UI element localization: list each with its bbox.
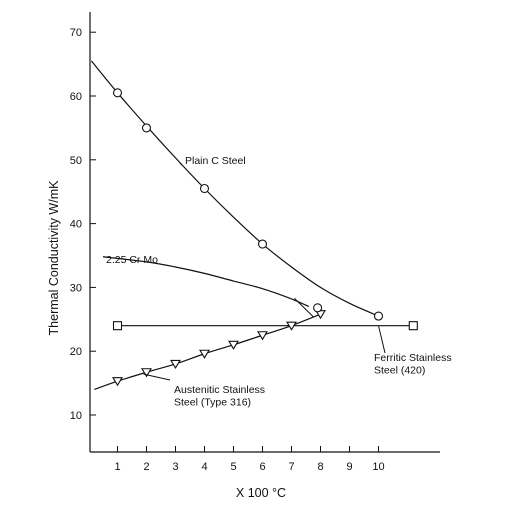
data-point-plain-c-steel bbox=[199, 183, 210, 194]
x-tick-label: 7 bbox=[288, 461, 294, 473]
data-point-austenitic-316 bbox=[257, 331, 268, 341]
data-point-plain-c-steel bbox=[141, 123, 152, 133]
annotation-austenitic-316: Austenitic Stainless Steel (Type 316) bbox=[174, 384, 265, 409]
data-point-ferritic-420 bbox=[112, 321, 123, 331]
data-point-austenitic-316 bbox=[141, 368, 152, 378]
y-axis-label: Thermal Conductivity W/mK bbox=[47, 180, 61, 336]
y-tick-label: 10 bbox=[70, 410, 82, 422]
series-group bbox=[90, 60, 414, 391]
annotation-plain-c-steel: Plain C Steel bbox=[185, 155, 246, 167]
annotation-ferritic-420: Ferritic Stainless Steel (420) bbox=[374, 352, 452, 377]
y-tick-label: 60 bbox=[70, 91, 82, 103]
x-tick-label: 3 bbox=[172, 461, 178, 473]
data-point-ferritic-420 bbox=[408, 321, 418, 331]
data-point-plain-c-steel bbox=[112, 88, 123, 98]
data-point-extra bbox=[313, 303, 323, 313]
data-point-austenitic-316 bbox=[199, 349, 210, 359]
x-tick-label: 5 bbox=[230, 461, 236, 473]
x-tick-label: 1 bbox=[114, 461, 120, 473]
data-point-austenitic-316 bbox=[228, 340, 239, 350]
x-axis-label: X 100 °C bbox=[236, 486, 286, 500]
data-point-austenitic-316 bbox=[286, 321, 297, 331]
y-tick-label: 70 bbox=[70, 27, 82, 39]
y-tick-label: 20 bbox=[70, 346, 82, 358]
data-point-plain-c-steel bbox=[373, 311, 384, 321]
series-line-cr-mo bbox=[102, 256, 310, 308]
leader-line-cr-mo bbox=[294, 297, 314, 318]
y-tick-label: 50 bbox=[70, 155, 82, 167]
markers-group bbox=[112, 88, 418, 387]
series-line-plain-c-steel bbox=[90, 60, 379, 317]
annotation-cr-mo: 2.25 Cr Mo bbox=[106, 254, 158, 266]
x-tick-label: 2 bbox=[143, 461, 149, 473]
x-tick-label: 10 bbox=[372, 461, 384, 473]
x-tick-label: 6 bbox=[259, 461, 265, 473]
axes: 10 20 30 40 50 60 70 1 2 3 4 5 6 7 8 9 10 bbox=[70, 12, 440, 473]
annotations-group: Plain C Steel 2.25 Cr Mo Ferritic Stainles… bbox=[106, 155, 452, 409]
leader-line-plain-c-steel bbox=[179, 162, 183, 166]
data-point-plain-c-steel bbox=[257, 239, 268, 249]
x-tick-label: 9 bbox=[346, 461, 352, 473]
y-tick-label: 30 bbox=[70, 282, 82, 294]
data-point-austenitic-316 bbox=[170, 359, 181, 370]
y-tick-label: 40 bbox=[70, 219, 82, 231]
x-tick-label: 4 bbox=[201, 461, 207, 473]
x-tick-label: 8 bbox=[317, 461, 323, 473]
data-point-austenitic-316 bbox=[112, 377, 123, 387]
leader-line-austenitic-316 bbox=[143, 373, 171, 381]
leader-line-ferritic-420 bbox=[378, 325, 386, 354]
